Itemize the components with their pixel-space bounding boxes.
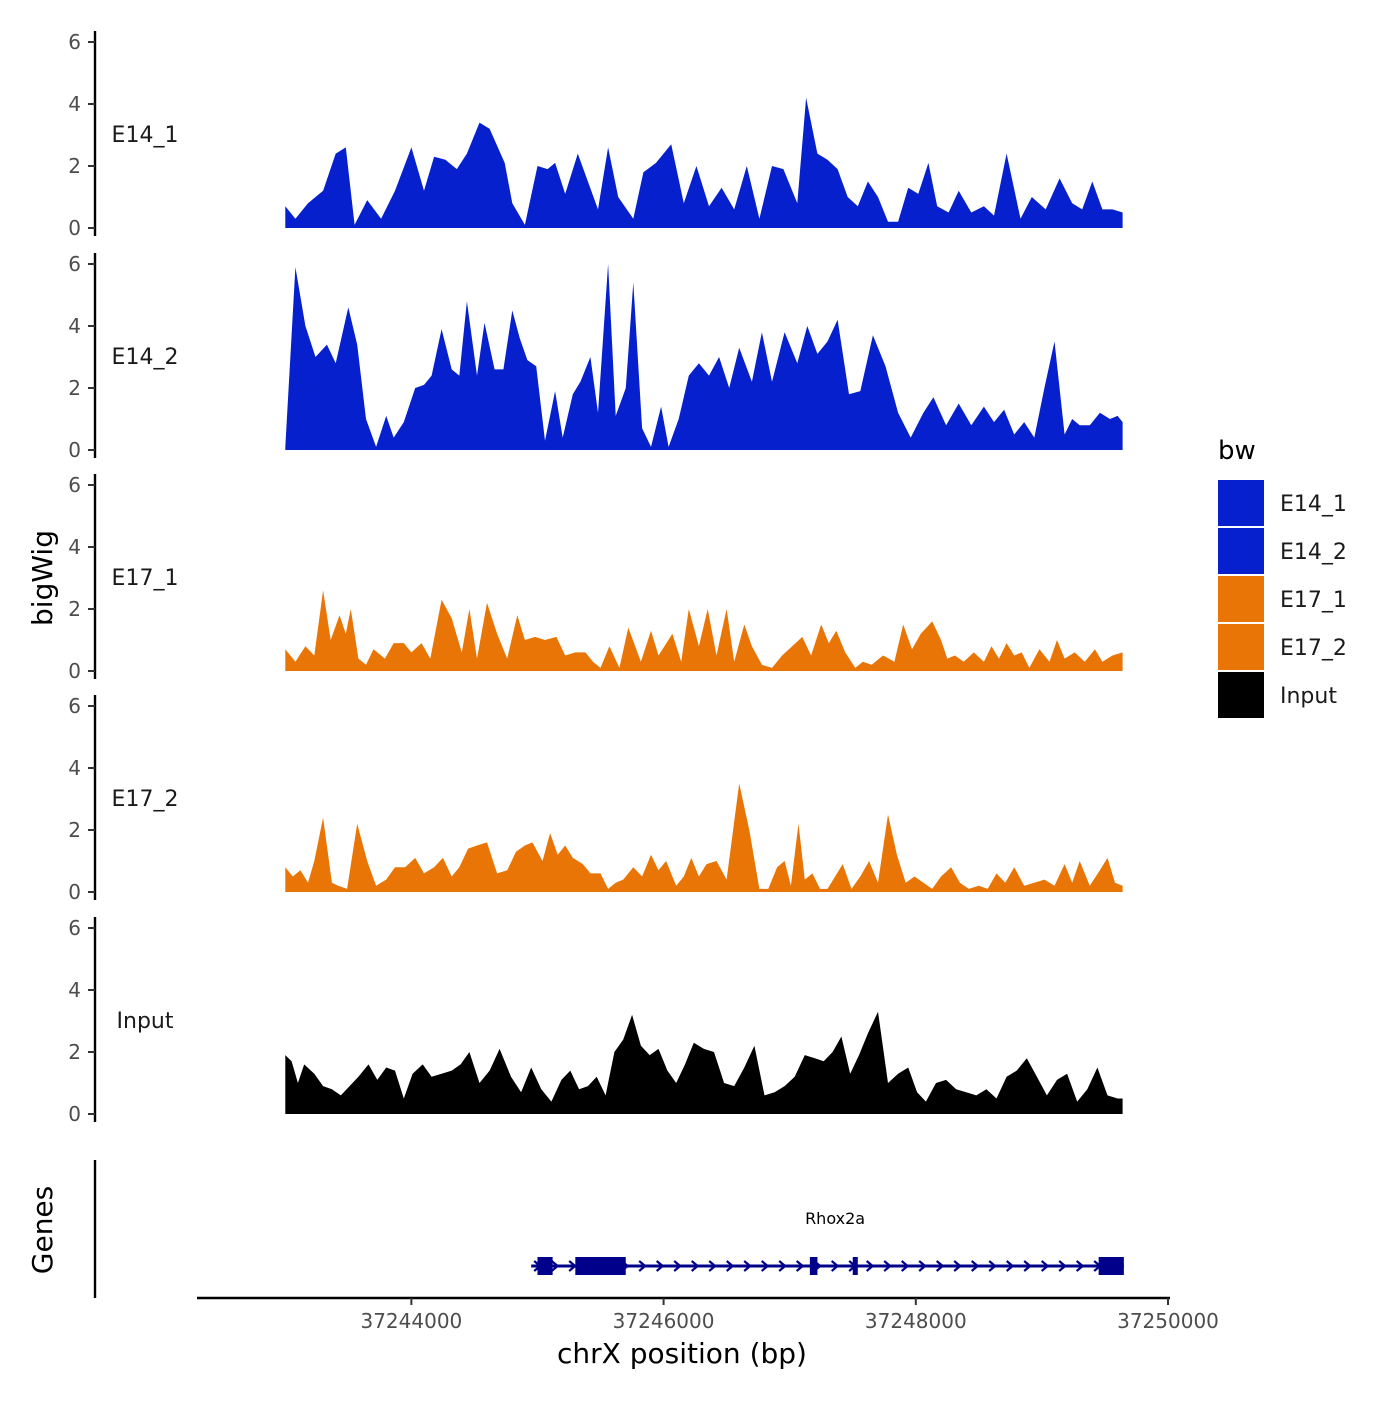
strand-arrow-icon xyxy=(830,1260,840,1272)
legend-items: E14_1 E14_2 E17_1 E17_2 Input xyxy=(1218,480,1347,718)
x-tick-label: 37250000 xyxy=(1117,1309,1219,1333)
strand-arrow-icon xyxy=(1075,1260,1085,1272)
legend-label: E17_2 xyxy=(1280,636,1347,661)
legend: bw E14_1 E14_2 E17_1 E17_2 Input xyxy=(1218,436,1347,718)
y-tick-label: 2 xyxy=(68,1040,81,1064)
strand-arrow-icon xyxy=(690,1260,700,1272)
y-tick-label: 4 xyxy=(68,978,81,1002)
strand-arrow-icon xyxy=(1005,1260,1015,1272)
legend-item: E17_1 xyxy=(1218,576,1347,622)
strand-arrow-icon xyxy=(988,1260,997,1272)
strand-arrow-icon xyxy=(865,1260,875,1272)
y-tick-label: 0 xyxy=(68,659,81,683)
strand-arrow-icon xyxy=(725,1260,735,1272)
strand-arrow-icon xyxy=(795,1260,805,1272)
y-tick-label: 6 xyxy=(68,473,81,497)
track-label: Input xyxy=(117,1009,174,1034)
strand-arrow-icon xyxy=(918,1260,927,1272)
legend-swatch xyxy=(1218,672,1264,718)
strand-arrow-icon xyxy=(568,1260,577,1272)
coverage-area-input xyxy=(285,1011,1123,1114)
gene-exon xyxy=(537,1257,553,1275)
track-panels: 0 2 4 6 E14_1 0 2 4 6 E14_2 0 2 4 6 E17_1 0 2 4 6 E17_2 0 2 4 6… xyxy=(68,30,1123,1126)
genes-axis-title: Genes xyxy=(26,1186,59,1274)
y-tick-label: 6 xyxy=(68,252,81,276)
gene-label: Rhox2a xyxy=(805,1209,865,1228)
y-tick-label: 0 xyxy=(68,438,81,462)
legend-item: E14_2 xyxy=(1218,528,1347,574)
y-tick-label: 6 xyxy=(68,916,81,940)
strand-arrow-icon xyxy=(1058,1260,1067,1272)
y-tick-label: 2 xyxy=(68,376,81,400)
legend-item: Input xyxy=(1218,672,1337,718)
gene-exon xyxy=(575,1257,626,1275)
legend-item: E14_1 xyxy=(1218,480,1347,526)
legend-title: bw xyxy=(1218,436,1256,466)
strand-arrow-icon xyxy=(883,1260,892,1272)
legend-swatch xyxy=(1218,624,1264,670)
track-label: E17_1 xyxy=(112,566,179,591)
track-label: E14_1 xyxy=(112,123,179,148)
coverage-area-e17-2 xyxy=(285,783,1123,892)
y-tick-label: 4 xyxy=(68,535,81,559)
legend-swatch xyxy=(1218,576,1264,622)
legend-label: Input xyxy=(1280,684,1337,709)
y-tick-label: 4 xyxy=(68,314,81,338)
x-tick-label: 37244000 xyxy=(360,1309,462,1333)
legend-swatch xyxy=(1218,480,1264,526)
legend-item: E17_2 xyxy=(1218,624,1347,670)
y-axis-title: bigWig xyxy=(26,530,59,626)
track-e17-1: 0 2 4 6 E17_1 xyxy=(68,473,1123,683)
strand-arrow-icon xyxy=(655,1260,665,1272)
legend-label: E17_1 xyxy=(1280,588,1347,613)
strand-arrow-icon xyxy=(953,1260,962,1272)
y-tick-label: 2 xyxy=(68,154,81,178)
track-e14-2: 0 2 4 6 E14_2 xyxy=(68,252,1123,462)
strand-arrow-icon xyxy=(1040,1260,1050,1272)
track-label: E17_2 xyxy=(112,787,179,812)
legend-label: E14_2 xyxy=(1280,540,1347,565)
x-tick-label: 37248000 xyxy=(865,1309,967,1333)
gene-exon xyxy=(852,1257,858,1275)
strand-arrow-icon xyxy=(638,1260,647,1272)
track-label: E14_2 xyxy=(112,345,179,370)
y-tick-label: 6 xyxy=(68,30,81,54)
track-input: 0 2 4 6 Input xyxy=(68,916,1123,1126)
coverage-area-e14-1 xyxy=(285,97,1123,228)
strand-arrow-icon xyxy=(708,1260,717,1272)
legend-swatch xyxy=(1218,528,1264,574)
y-tick-label: 0 xyxy=(68,216,81,240)
strand-arrow-icon xyxy=(673,1260,682,1272)
strand-arrow-icon xyxy=(970,1260,980,1272)
x-axis-title: chrX position (bp) xyxy=(557,1337,807,1370)
x-axis: 37244000 37246000 37248000 37250000 xyxy=(197,1296,1219,1333)
y-tick-label: 0 xyxy=(68,880,81,904)
genes-panel: Rhox2a xyxy=(93,1160,1124,1298)
track-e14-1: 0 2 4 6 E14_1 xyxy=(68,30,1123,240)
y-tick-label: 6 xyxy=(68,694,81,718)
y-tick-label: 4 xyxy=(68,756,81,780)
y-tick-label: 0 xyxy=(68,1102,81,1126)
x-tick-label: 37246000 xyxy=(613,1309,715,1333)
strand-arrow-icon xyxy=(778,1260,787,1272)
track-e17-2: 0 2 4 6 E17_2 xyxy=(68,694,1123,904)
y-tick-label: 2 xyxy=(68,818,81,842)
y-tick-label: 2 xyxy=(68,597,81,621)
legend-label: E14_1 xyxy=(1280,492,1347,517)
strand-arrow-icon xyxy=(900,1260,910,1272)
strand-arrow-icon xyxy=(760,1260,770,1272)
coverage-area-e14-2 xyxy=(285,264,1123,450)
strand-arrow-icon xyxy=(743,1260,752,1272)
gene-exon xyxy=(1098,1257,1124,1275)
gene-exon xyxy=(809,1257,818,1275)
strand-arrow-icon xyxy=(550,1260,560,1272)
strand-arrow-icon xyxy=(935,1260,945,1272)
coverage-area-e17-1 xyxy=(285,590,1123,671)
y-tick-label: 4 xyxy=(68,92,81,116)
strand-arrow-icon xyxy=(1023,1260,1032,1272)
